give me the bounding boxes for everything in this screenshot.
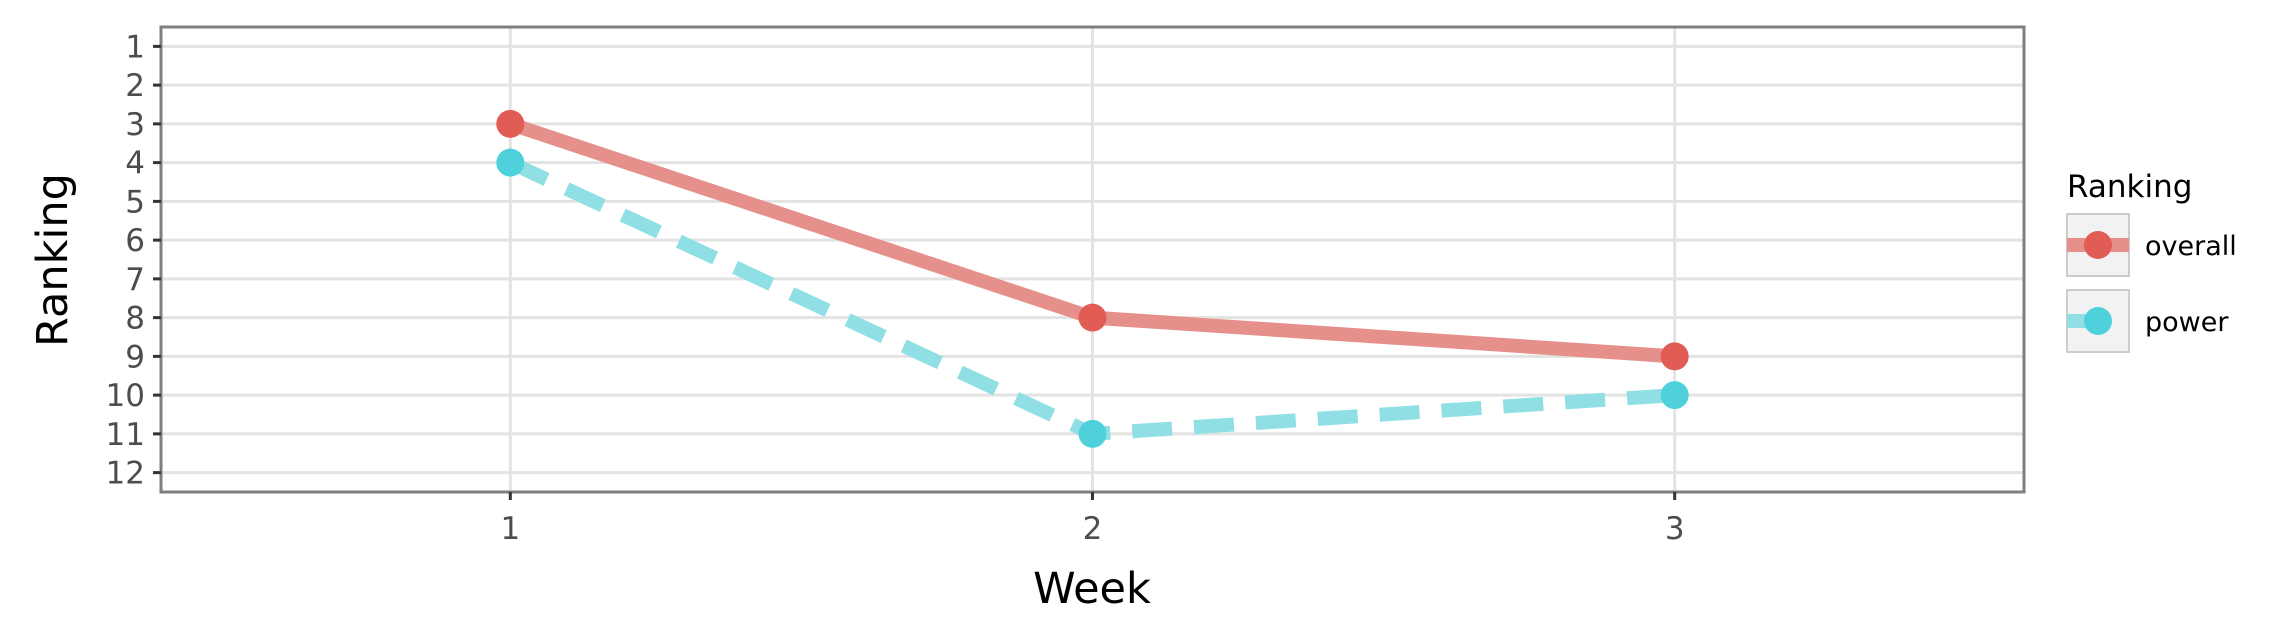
y-tick-label: 3	[125, 107, 145, 143]
y-tick-label: 2	[125, 68, 145, 104]
legend-items: overall power	[2066, 213, 2237, 353]
series-layer	[496, 109, 1689, 448]
y-axis-title: Ranking	[28, 173, 78, 347]
legend-item-power: power	[2066, 289, 2229, 353]
data-point-overall	[1660, 342, 1689, 371]
data-point-power	[1660, 381, 1689, 410]
y-tick-label: 4	[125, 146, 145, 182]
legend-label: overall	[2145, 231, 2237, 262]
y-tick-label: 12	[106, 456, 145, 492]
legend: Ranking overall power	[2066, 169, 2237, 353]
y-tick-label: 10	[106, 378, 145, 414]
legend-key-point	[2084, 307, 2112, 335]
legend-key-point	[2084, 231, 2112, 259]
data-point-overall	[1078, 303, 1107, 332]
legend-label: power	[2145, 307, 2229, 338]
data-point-power	[1078, 419, 1107, 448]
legend-title: Ranking	[2067, 169, 2192, 205]
x-tick-label: 3	[1665, 511, 1685, 547]
x-tick-label: 2	[1083, 511, 1103, 547]
legend-item-overall: overall	[2066, 213, 2237, 277]
y-tick-label: 5	[125, 184, 145, 220]
x-tick-label: 1	[500, 511, 520, 547]
y-tick-label: 1	[125, 29, 145, 65]
y-tick-label: 8	[125, 301, 145, 337]
y-tick-label: 7	[125, 262, 145, 298]
y-tick-label: 11	[106, 417, 145, 453]
y-tick-label: 6	[125, 223, 145, 259]
y-tick-label: 9	[125, 339, 145, 375]
data-point-power	[496, 148, 525, 177]
x-axis-title: Week	[1033, 564, 1151, 614]
data-point-overall	[496, 109, 525, 138]
